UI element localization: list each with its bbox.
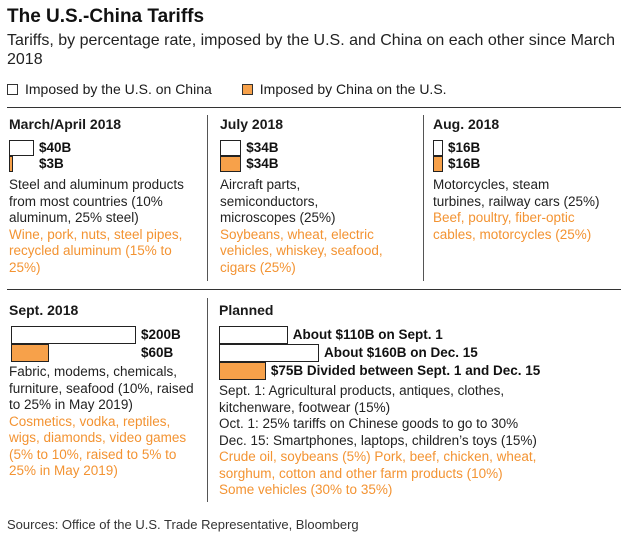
bar-label-china-sept: $60B (141, 345, 174, 360)
panel-bars: $40B $3B (9, 140, 203, 177)
legend: Imposed by the U.S. on China Imposed by … (7, 81, 477, 97)
chart-title: The U.S.-China Tariffs (7, 6, 205, 27)
panel-period: Aug. 2018 (433, 116, 500, 132)
panel-period: July 2018 (220, 116, 284, 132)
bar-us-planned-sept1 (219, 326, 288, 344)
middle-rule (7, 289, 621, 290)
divider-1 (207, 115, 208, 281)
bar-china-planned (219, 362, 266, 380)
divider-3 (207, 298, 208, 502)
panel-period: Sept. 2018 (9, 302, 79, 318)
legend-swatch-china (241, 83, 253, 95)
us-goods: Fabric, modems, chemicals, furniture, se… (9, 364, 194, 412)
panel-bars: $16B $16B (433, 140, 623, 177)
bar-us-aug (433, 140, 443, 156)
bar-label-us-sept: $200B (141, 327, 181, 342)
china-goods-vehicles: Some vehicles (30% to 35%) (219, 482, 393, 497)
bar-label-china-july: $34B (246, 156, 279, 171)
us-goods: Aircraft parts, semiconductors, microsco… (220, 177, 336, 225)
bar-label-china-march-april: $3B (39, 156, 64, 171)
bar-label-us-aug: $16B (448, 140, 481, 155)
china-goods: Beef, poultry, fiber-optic cables, motor… (433, 210, 592, 242)
legend-swatch-us (7, 83, 18, 95)
bar-us-planned-dec15 (219, 344, 319, 362)
us-goods-oct1: Oct. 1: 25% tariffs on Chinese goods to … (219, 416, 519, 431)
bar-us-march-april (9, 140, 34, 156)
panel-sept-2018: Sept. 2018 $200B $60B Fabric, modems, ch… (9, 302, 203, 480)
bar-label-us-july: $34B (246, 140, 279, 155)
source-note: Sources: Office of the U.S. Trade Repres… (7, 517, 359, 532)
bar-us-sept (11, 326, 136, 344)
panel-bars: $200B $60B (9, 326, 203, 364)
bar-china-sept (11, 344, 49, 362)
china-goods-farm: Crude oil, soybeans (5%) Pork, beef, chi… (219, 449, 537, 481)
legend-item-china: Imposed by China on the U.S. (241, 81, 447, 97)
us-goods: Motorcycles, steam turbines, railway car… (433, 177, 600, 209)
bar-label-us-march-april: $40B (39, 140, 72, 155)
china-goods: Soybeans, wheat, electric vehicles, whis… (220, 226, 383, 275)
panel-march-april-2018: March/April 2018 $40B $3B Steel and alum… (9, 116, 203, 276)
us-goods: Steel and aluminum products from most co… (9, 177, 184, 225)
panel-planned: Planned About $110B on Sept. 1 About $16… (219, 302, 623, 499)
bar-china-aug (433, 156, 443, 172)
legend-item-us: Imposed by the U.S. on China (7, 81, 212, 97)
legend-label-us: Imposed by the U.S. on China (25, 81, 212, 97)
bar-china-july (220, 156, 242, 172)
bar-label-china-aug: $16B (448, 156, 481, 171)
bar-china-march-april (9, 156, 13, 172)
chart-subtitle: Tariffs, by percentage rate, imposed by … (7, 32, 616, 68)
panel-bars: $34B $34B (220, 140, 416, 177)
china-goods: Wine, pork, nuts, steel pipes, recycled … (9, 226, 183, 275)
panel-bars: About $110B on Sept. 1 About $160B on De… (219, 326, 623, 383)
panel-july-2018: July 2018 $34B $34B Aircraft parts, semi… (220, 116, 416, 276)
bar-label-china-planned: $75B Divided between Sept. 1 and Dec. 15 (270, 363, 541, 378)
divider-2 (423, 115, 424, 281)
panel-period: Planned (219, 302, 274, 318)
us-goods-dec15: Dec. 15: Smartphones, laptops, children’… (219, 432, 537, 448)
us-goods-sept1: Sept. 1: Agricultural products, antiques… (219, 383, 505, 415)
top-rule (7, 107, 621, 108)
bar-us-july (220, 140, 242, 156)
panel-aug-2018: Aug. 2018 $16B $16B Motorcycles, steam t… (433, 116, 623, 243)
bar-label-us-planned-dec15: About $160B on Dec. 15 (324, 345, 478, 360)
legend-label-china: Imposed by China on the U.S. (259, 81, 447, 97)
panel-period: March/April 2018 (9, 116, 122, 132)
china-goods: Cosmetics, vodka, reptiles, wigs, diamon… (9, 413, 187, 479)
bar-label-us-planned-sept1: About $110B on Sept. 1 (292, 327, 443, 342)
